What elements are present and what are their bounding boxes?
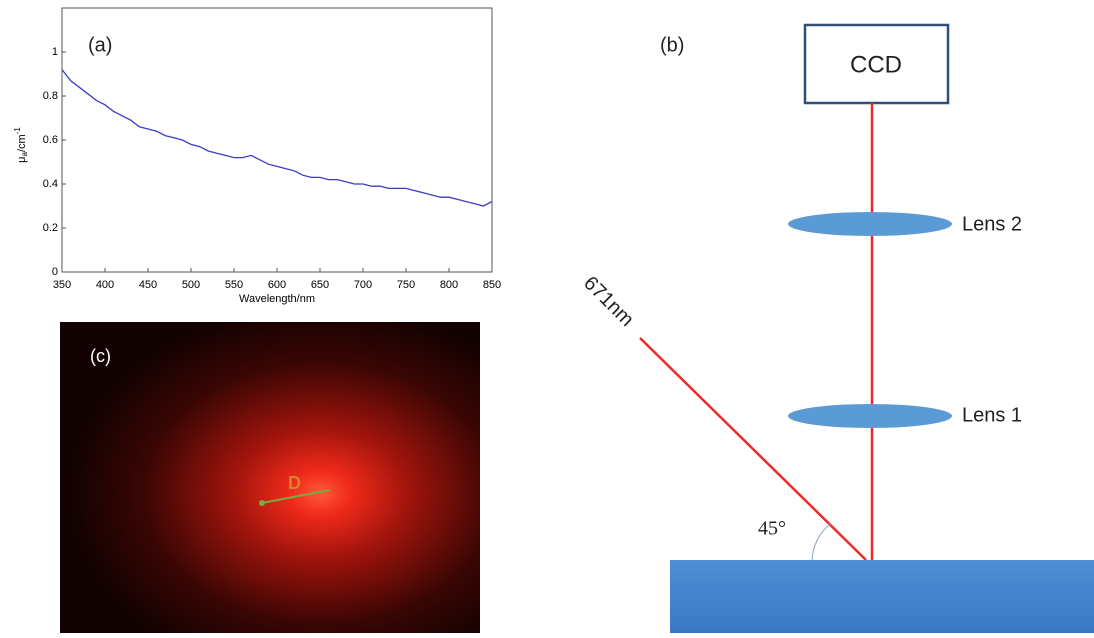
x-tick-label: 750	[397, 279, 415, 291]
lens	[788, 404, 952, 428]
laser-beam	[640, 338, 866, 560]
y-axis-label: μa/cm-1	[13, 127, 29, 163]
x-tick-label: 550	[225, 279, 243, 291]
y-label-part: /cm	[16, 134, 28, 152]
lens	[788, 212, 952, 236]
figure: (c) D CCD Lens 2 Lens 1 671nm 45° (b) (a…	[0, 0, 1094, 633]
x-axis-label: Wavelength/nm	[239, 293, 315, 305]
x-tick-label: 400	[96, 279, 114, 291]
y-label-part: -1	[13, 127, 22, 135]
panel-label: (c)	[90, 346, 111, 366]
y-tick-label: 1	[52, 46, 58, 58]
angle-arc	[812, 524, 830, 560]
angle-label: 45°	[758, 518, 786, 540]
x-tick-label: 650	[311, 279, 329, 291]
speckle-image	[60, 322, 480, 633]
panel-label: (b)	[660, 34, 684, 56]
lens-label: Lens 1	[962, 404, 1022, 426]
x-tick-label: 700	[354, 279, 372, 291]
x-tick-label: 600	[268, 279, 286, 291]
diameter-label: D	[288, 473, 301, 493]
y-tick-label: 0.2	[43, 222, 58, 234]
lens-label: Lens 2	[962, 213, 1022, 235]
y-tick-label: 0.4	[43, 178, 58, 190]
y-tick-label: 0	[52, 266, 58, 278]
x-tick-label: 500	[182, 279, 200, 291]
diameter-end	[259, 500, 265, 506]
ccd-label: CCD	[850, 51, 902, 78]
y-tick-label: 0.6	[43, 134, 58, 146]
laser-label: 671nm	[579, 272, 638, 331]
x-tick-label: 850	[483, 279, 501, 291]
x-tick-label: 450	[139, 279, 157, 291]
y-tick-label: 0.8	[43, 90, 58, 102]
sample-surface	[670, 560, 1094, 633]
plot-frame	[62, 8, 492, 272]
x-tick-label: 350	[53, 279, 71, 291]
x-tick-label: 800	[440, 279, 458, 291]
panel-label: (a)	[88, 34, 112, 56]
